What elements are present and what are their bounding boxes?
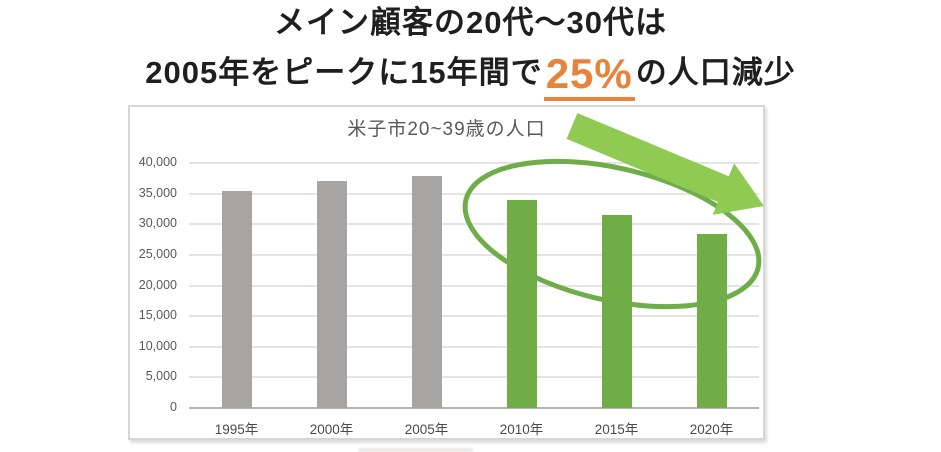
y-tick-label: 10,000 — [138, 338, 177, 353]
y-tick-label: 40,000 — [138, 155, 177, 169]
x-axis-line — [189, 407, 759, 409]
x-tick-label: 2015年 — [594, 422, 639, 437]
y-tick-label: 35,000 — [138, 185, 177, 200]
gridline — [189, 284, 759, 287]
headline-line1: メイン顧客の20代～30代は — [274, 5, 667, 40]
y-tick-label: 20,000 — [138, 277, 177, 292]
gridline — [189, 253, 759, 256]
chart-title: 米子市20~39歳の人口 — [347, 119, 546, 140]
x-tick-label: 2000年 — [309, 422, 354, 437]
headline-line2: 2005年をピークに15年間で25%の人口減少 — [0, 50, 941, 101]
gridline — [189, 162, 759, 164]
plot-area: 0 5,000 10,000 15,000 20,000 25,000 30,000 35,0… — [130, 107, 763, 438]
y-tick-label: 25,000 — [138, 246, 177, 261]
gridline — [189, 345, 759, 348]
bar-2000年 — [316, 180, 347, 408]
percent-highlight: 25% — [543, 53, 635, 101]
bar-2010年 — [506, 200, 537, 408]
gridline — [189, 223, 759, 226]
x-tick-label: 2005年 — [404, 422, 449, 437]
y-tick-label: 15,000 — [138, 308, 177, 323]
gridline — [189, 315, 759, 318]
bar-2005年 — [411, 176, 442, 408]
headline-line2-post: の人口減少 — [635, 55, 796, 90]
slide-headline: メイン顧客の20代～30代は 2005年をピークに15年間で25%の人口減少 — [0, 0, 941, 101]
headline-line2-pre: 2005年をピークに15年間で — [145, 55, 543, 90]
bar-1995年 — [221, 191, 252, 408]
x-tick-label: 2020年 — [689, 422, 734, 437]
chart-card: 米子市20~39歳の人口 0 5,000 10,000 15,000 20,000 25,… — [128, 105, 765, 440]
gridline — [189, 376, 759, 379]
y-tick-label: 30,000 — [138, 216, 177, 231]
y-tick-label: 0 — [170, 400, 177, 414]
bar-2015年 — [601, 215, 632, 408]
bar-2020年 — [696, 234, 727, 408]
x-tick-label: 2010年 — [499, 422, 544, 437]
x-tick-label: 1995年 — [214, 422, 259, 437]
gridline — [189, 192, 759, 195]
y-tick-label: 5,000 — [145, 369, 177, 384]
cutoff-artifact — [358, 448, 473, 452]
